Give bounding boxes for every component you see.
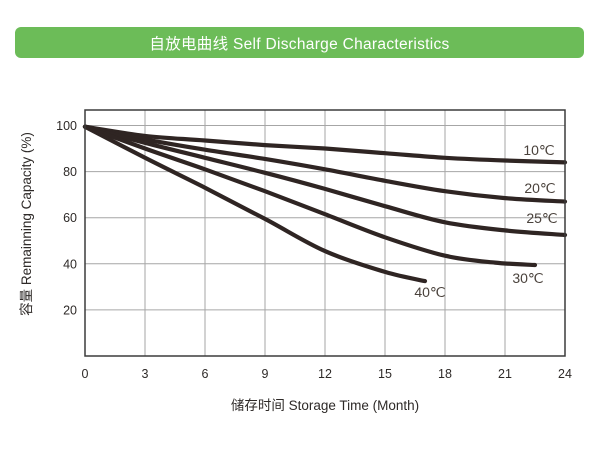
curve-label-10℃: 10℃: [523, 142, 554, 158]
x-tick-6: 6: [202, 367, 209, 381]
chart-title: 自放电曲线 Self Discharge Characteristics: [149, 35, 450, 53]
curve-label-20℃: 20℃: [524, 180, 555, 196]
plot-frame: [84, 109, 566, 357]
x-tick-15: 15: [378, 367, 392, 381]
curve-40℃: [82, 124, 428, 284]
x-tick-18: 18: [438, 367, 452, 381]
x-tick-3: 3: [142, 367, 149, 381]
y-tick-100: 100: [56, 119, 77, 133]
y-tick-20: 20: [63, 303, 77, 317]
y-tick-60: 60: [63, 211, 77, 225]
x-tick-12: 12: [318, 367, 332, 381]
curve-30℃: [82, 124, 538, 268]
x-tick-21: 21: [498, 367, 512, 381]
curve-10℃: [82, 124, 568, 165]
tick-layer: 0 3 6 9 12 15 18 21 24 100 80 60 40 20: [56, 119, 572, 381]
x-axis-title: 储存时间 Storage Time (Month): [231, 398, 419, 413]
y-axis-title: 容量 Remainning Capacity (%): [18, 132, 34, 316]
x-tick-9: 9: [262, 367, 269, 381]
chart-title-banner: 自放电曲线 Self Discharge Characteristics: [15, 27, 584, 58]
curve-20℃: [82, 124, 568, 204]
y-tick-80: 80: [63, 165, 77, 179]
curve-25℃: [82, 124, 568, 238]
curve-layer: [82, 124, 568, 284]
x-tick-0: 0: [82, 367, 89, 381]
curve-label-30℃: 30℃: [512, 270, 543, 286]
y-tick-40: 40: [63, 257, 77, 271]
grid-layer: [85, 110, 565, 356]
curve-label-layer: 10℃ 20℃ 25℃ 30℃ 40℃: [414, 142, 557, 300]
curve-label-40℃: 40℃: [414, 284, 445, 300]
curve-label-25℃: 25℃: [526, 210, 557, 226]
x-tick-24: 24: [558, 367, 572, 381]
